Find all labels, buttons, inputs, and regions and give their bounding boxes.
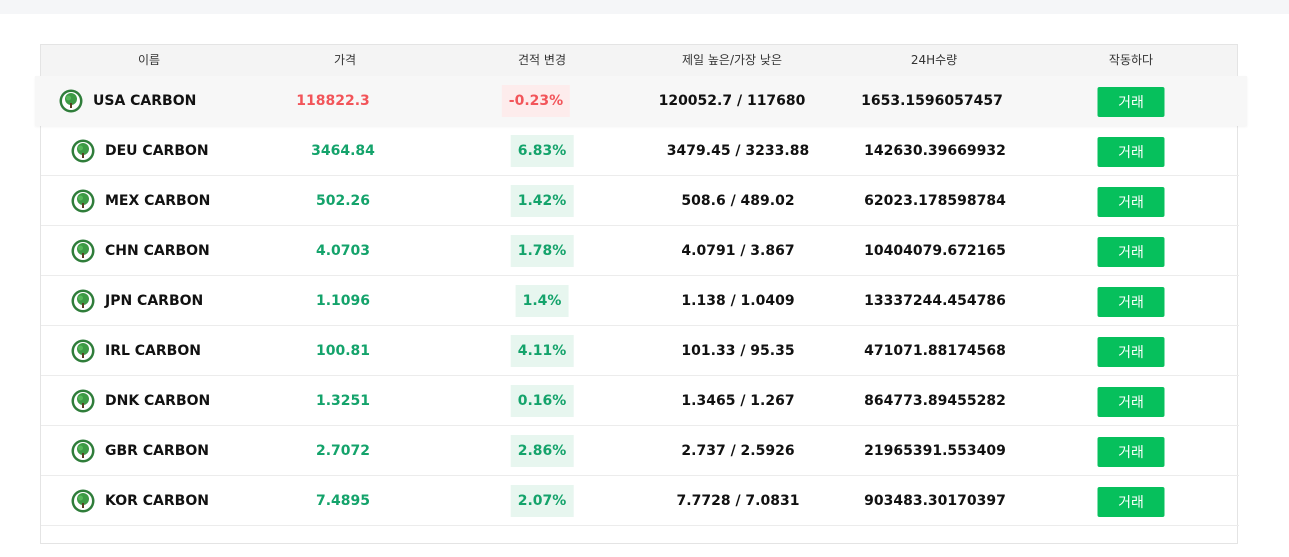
header-price: 가격: [333, 53, 357, 67]
volume-value: 142630.39669932: [864, 143, 1006, 159]
price-value: 1.3251: [315, 393, 371, 409]
change-badge: 2.07%: [510, 485, 574, 517]
price-value: 7.4895: [315, 493, 371, 509]
change-badge: 4.11%: [510, 335, 574, 367]
header-high-low: 제일 높은/가장 낮은: [682, 53, 782, 67]
volume-value: 903483.30170397: [864, 493, 1006, 509]
table-row[interactable]: KOR CARBON 7.4895 2.07% 7.7728 / 7.0831 9034…: [41, 476, 1239, 526]
volume-value: 21965391.553409: [864, 443, 1006, 459]
market-name: JPN CARBON: [105, 293, 204, 309]
high-low-value: 4.0791 / 3.867: [681, 243, 795, 259]
market-name: IRL CARBON: [105, 343, 201, 359]
table-row[interactable]: DEU CARBON 3464.84 6.83% 3479.45 / 3233.88 1…: [41, 126, 1239, 176]
table-row[interactable]: IRL CARBON 100.81 4.11% 101.33 / 95.35 47107…: [41, 326, 1239, 376]
price-value: 2.7072: [315, 443, 371, 459]
volume-value: 10404079.672165: [864, 243, 1006, 259]
carbon-tree-icon: [71, 139, 95, 163]
high-low-value: 508.6 / 489.02: [681, 193, 795, 209]
header-volume: 24H수량: [910, 53, 958, 67]
price-value: 100.81: [315, 343, 371, 359]
volume-value: 13337244.454786: [864, 293, 1006, 309]
volume-value: 1653.1596057457: [861, 93, 1003, 109]
change-badge: 1.42%: [510, 185, 574, 217]
carbon-tree-icon: [71, 239, 95, 263]
market-name: DEU CARBON: [105, 143, 209, 159]
market-name: GBR CARBON: [105, 443, 209, 459]
change-badge: 1.78%: [510, 235, 574, 267]
trade-button[interactable]: 거래: [1097, 87, 1165, 117]
carbon-tree-icon: [71, 289, 95, 313]
header-change: 견적 변경: [518, 53, 566, 67]
table-row[interactable]: CHN CARBON 4.0703 1.78% 4.0791 / 3.867 10404…: [41, 226, 1239, 276]
market-table: 이름 가격 견적 변경 제일 높은/가장 낮은 24H수량 작동하다 USA C…: [35, 44, 1247, 544]
high-low-value: 2.737 / 2.5926: [681, 443, 795, 459]
table-row[interactable]: DNK CARBON 1.3251 0.16% 1.3465 / 1.267 86477…: [41, 376, 1239, 426]
market-name: KOR CARBON: [105, 493, 209, 509]
table-row[interactable]: GBR CARBON 2.7072 2.86% 2.737 / 2.5926 21965…: [41, 426, 1239, 476]
table-row[interactable]: JPN CARBON 1.1096 1.4% 1.138 / 1.0409 133372…: [41, 276, 1239, 326]
price-value: 1.1096: [315, 293, 371, 309]
trade-button[interactable]: 거래: [1097, 287, 1165, 317]
volume-value: 864773.89455282: [864, 393, 1006, 409]
trade-button[interactable]: 거래: [1097, 437, 1165, 467]
price-value: 502.26: [315, 193, 371, 209]
change-badge: 6.83%: [510, 135, 574, 167]
header-name: 이름: [137, 53, 161, 67]
trade-button[interactable]: 거래: [1097, 487, 1165, 517]
volume-value: 62023.178598784: [864, 193, 1006, 209]
high-low-value: 1.3465 / 1.267: [681, 393, 795, 409]
trade-button[interactable]: 거래: [1097, 337, 1165, 367]
carbon-tree-icon: [71, 439, 95, 463]
table-header: 이름 가격 견적 변경 제일 높은/가장 낮은 24H수량 작동하다: [41, 45, 1237, 76]
high-low-value: 7.7728 / 7.0831: [676, 493, 800, 509]
high-low-value: 120052.7 / 117680: [658, 93, 806, 109]
market-name: CHN CARBON: [105, 243, 210, 259]
price-value: 3464.84: [311, 143, 375, 159]
price-value: 4.0703: [315, 243, 371, 259]
trade-button[interactable]: 거래: [1097, 387, 1165, 417]
price-value: 118822.3: [296, 93, 370, 109]
carbon-tree-icon: [59, 89, 83, 113]
top-bar: [0, 0, 1289, 14]
carbon-tree-icon: [71, 489, 95, 513]
carbon-tree-icon: [71, 189, 95, 213]
high-low-value: 101.33 / 95.35: [681, 343, 795, 359]
high-low-value: 3479.45 / 3233.88: [666, 143, 810, 159]
header-action: 작동하다: [1108, 53, 1154, 67]
change-badge: 1.4%: [515, 285, 569, 317]
volume-value: 471071.88174568: [864, 343, 1006, 359]
market-name: MEX CARBON: [105, 193, 211, 209]
change-badge: 0.16%: [510, 385, 574, 417]
high-low-value: 1.138 / 1.0409: [681, 293, 795, 309]
trade-button[interactable]: 거래: [1097, 137, 1165, 167]
trade-button[interactable]: 거래: [1097, 187, 1165, 217]
table-row[interactable]: MEX CARBON 502.26 1.42% 508.6 / 489.02 62023…: [41, 176, 1239, 226]
market-name: DNK CARBON: [105, 393, 211, 409]
change-badge: -0.23%: [501, 85, 571, 117]
market-name: USA CARBON: [93, 93, 197, 109]
change-badge: 2.86%: [510, 435, 574, 467]
carbon-tree-icon: [71, 339, 95, 363]
trade-button[interactable]: 거래: [1097, 237, 1165, 267]
table-row[interactable]: USA CARBON 118822.3 -0.23% 120052.7 / 11768…: [35, 76, 1247, 126]
carbon-tree-icon: [71, 389, 95, 413]
